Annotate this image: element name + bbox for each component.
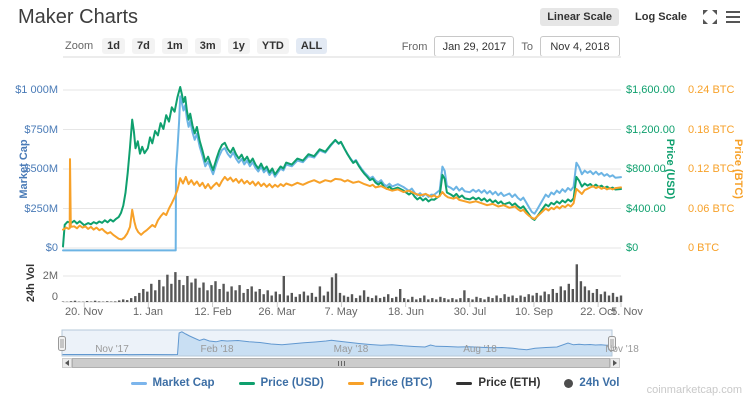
market-cap-tick: $750M <box>24 123 58 136</box>
x-axis-label: 1. Jan <box>133 306 163 318</box>
scale-toggle: Linear Scale Log Scale <box>540 8 740 26</box>
market-cap-tick: $1 000M <box>15 84 58 96</box>
volume-tick: 0 <box>51 291 58 303</box>
x-axis-label: 10. Sep <box>515 306 553 318</box>
price-usd-tick: $400.00 <box>626 202 666 215</box>
zoom-label: Zoom <box>65 40 94 52</box>
date-range-toolbar: From To <box>402 36 620 57</box>
price-usd-axis-title: Price (USD) <box>664 138 676 200</box>
price-usd-tick: $0 <box>626 242 639 254</box>
range-button-ytd[interactable]: YTD <box>256 38 289 54</box>
legend-line-icon <box>130 381 147 385</box>
legend-label: Price (USD) <box>260 377 324 389</box>
price-btc-tick: 0.18 BTC <box>688 123 735 136</box>
navigator-label: Aug '18 <box>463 344 497 355</box>
range-button-1y[interactable]: 1y <box>227 38 250 54</box>
x-axis-label: 22. Oct <box>580 306 616 318</box>
legend-label: Price (BTC) <box>369 377 433 389</box>
x-axis-label: 5. Nov <box>611 306 643 318</box>
scrollbar-right-arrow-icon[interactable] <box>610 358 620 368</box>
x-axis-label: 7. May <box>324 306 358 318</box>
volume-axis-title: 24h Vol <box>25 263 37 303</box>
from-label: From <box>401 40 428 53</box>
menu-icon[interactable] <box>726 11 740 23</box>
chart-legend: Market Cap Price (USD) Price (BTC) Price (E… <box>0 377 750 389</box>
scrollbar-grip-icon <box>337 360 345 366</box>
market-cap-tick: $500M <box>24 163 58 175</box>
legend-item-price-btc-[interactable]: Price (BTC) <box>347 377 433 389</box>
legend-label: Price (ETH) <box>478 377 541 389</box>
page-title: Maker Charts <box>18 6 139 28</box>
range-button-3m[interactable]: 3m <box>194 38 221 54</box>
range-button-7d[interactable]: 7d <box>131 38 155 54</box>
range-button-1d[interactable]: 1d <box>102 38 125 54</box>
price-btc-tick: 0.06 BTC <box>688 202 735 215</box>
navigator-label: Nov '18 <box>605 344 639 355</box>
legend-item-price-usd-[interactable]: Price (USD) <box>238 377 324 389</box>
x-axis-label: 20. Nov <box>65 306 103 318</box>
price-btc-tick: 0.24 BTC <box>688 84 735 96</box>
range-button-all[interactable]: ALL <box>295 38 328 54</box>
from-date-input[interactable] <box>434 36 515 57</box>
legend-label: 24h Vol <box>579 377 620 389</box>
x-axis-label: 18. Jun <box>387 306 425 318</box>
price-btc-tick: 0 BTC <box>688 242 720 254</box>
x-axis-label: 12. Feb <box>194 306 232 318</box>
price-usd-tick: $1,200.00 <box>626 123 675 136</box>
to-date-input[interactable] <box>540 36 620 57</box>
market-cap-axis-title: Market Cap <box>18 139 30 199</box>
legend-item-market-cap[interactable]: Market Cap <box>130 377 215 389</box>
scrollbar-left-arrow-icon[interactable] <box>62 358 72 368</box>
legend-circle-icon <box>564 378 574 388</box>
legend-line-icon <box>238 381 255 385</box>
fullscreen-icon[interactable] <box>703 10 717 24</box>
x-axis-label: 30. Jul <box>453 306 487 318</box>
legend-label: Market Cap <box>152 377 215 389</box>
watermark: coinmarketcap.com <box>646 384 742 396</box>
legend-item-price-eth-[interactable]: Price (ETH) <box>456 377 540 389</box>
price-usd-tick: $1,600.00 <box>626 84 675 96</box>
navigator-label: Feb '18 <box>200 344 234 355</box>
price-usd-tick: $800.00 <box>626 163 666 175</box>
to-label: To <box>521 40 533 53</box>
market-cap-tick: $0 <box>45 242 58 254</box>
navigator-label: May '18 <box>333 344 369 355</box>
x-axis-label: 26. Mar <box>258 306 296 318</box>
navigator-label: Nov '17 <box>95 344 129 355</box>
price-btc-axis-title: Price (BTC) <box>732 139 744 199</box>
market-cap-tick: $250M <box>24 202 58 215</box>
range-button-1m[interactable]: 1m <box>161 38 188 54</box>
linear-scale-button[interactable]: Linear Scale <box>540 8 620 26</box>
price-btc-tick: 0.12 BTC <box>688 163 735 175</box>
range-buttons: 1d 7d 1m 3m 1y YTD ALL <box>102 38 328 54</box>
toolbar-divider <box>63 56 621 58</box>
log-scale-button[interactable]: Log Scale <box>635 11 687 23</box>
volume-tick: 2M <box>42 270 58 282</box>
legend-item-24h-vol[interactable]: 24h Vol <box>564 377 619 389</box>
legend-line-icon <box>456 381 473 385</box>
zoom-range-toolbar: Zoom 1d 7d 1m 3m 1y YTD ALL <box>65 38 328 54</box>
legend-line-icon <box>347 381 364 385</box>
scrollbar-thumb[interactable] <box>72 358 610 368</box>
